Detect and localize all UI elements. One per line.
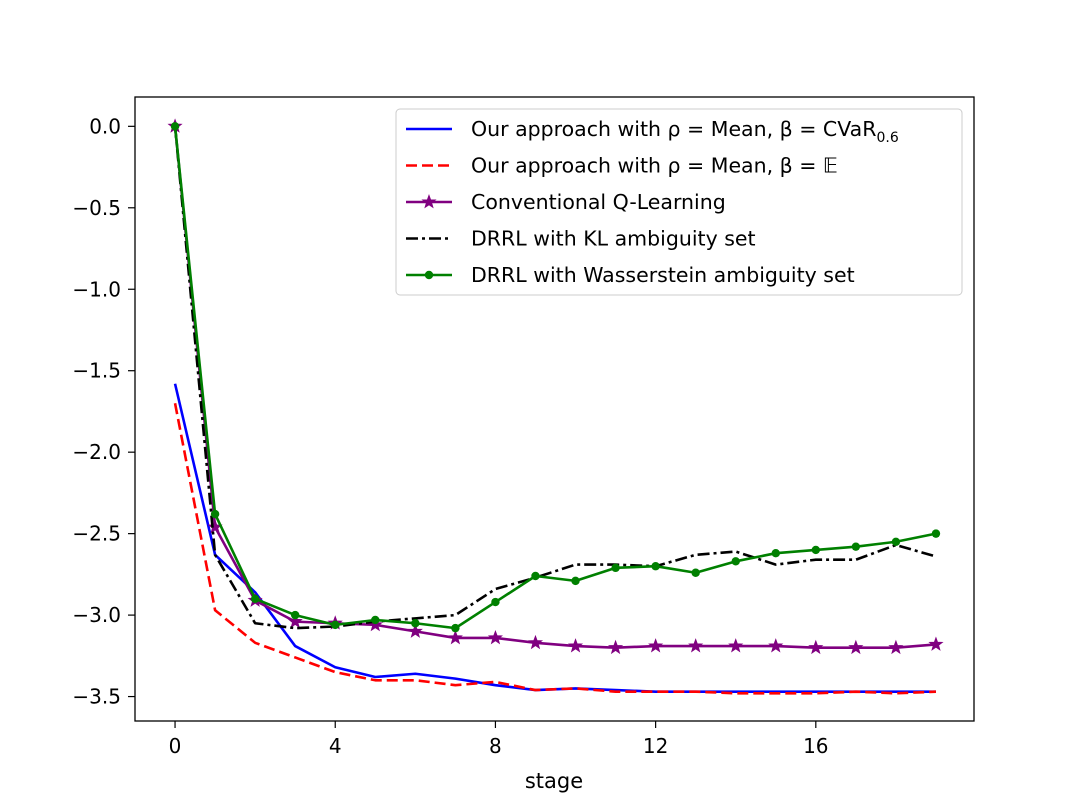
series-4 [173, 126, 937, 630]
data-point [250, 594, 260, 604]
data-point [931, 529, 941, 538]
legend-entry: DRRL with KL ambiguity set [406, 227, 756, 251]
plot-frame [134, 96, 975, 722]
legend-label: Our approach with ρ = Mean, β = 𝔼 [471, 154, 838, 178]
data-point [811, 545, 821, 555]
data-point [851, 542, 861, 551]
x-tick-label: 0 [169, 734, 182, 758]
x-axis-ticks: 0 4 8 12 16 [169, 721, 829, 758]
legend-label: DRRL with KL ambiguity set [471, 227, 756, 251]
x-tick-label: 4 [329, 734, 342, 758]
y-tick-label: −1.0 [72, 277, 121, 301]
data-point [527, 634, 544, 650]
legend-marker [421, 194, 437, 209]
y-tick-label: −1.5 [72, 359, 121, 383]
legend-entry: DRRL with Wasserstein ambiguity set [406, 263, 855, 287]
legend-box [395, 108, 963, 296]
legend: Our approach with ρ = Mean, β = CVaR0.6O… [395, 108, 963, 296]
data-point [648, 638, 664, 653]
data-point [487, 629, 503, 645]
data-point [808, 639, 824, 655]
data-point [571, 576, 580, 586]
data-point [688, 638, 704, 653]
series-layer [167, 118, 944, 695]
series-line [173, 403, 937, 695]
x-tick-label: 16 [803, 734, 828, 758]
data-point [491, 597, 500, 607]
y-tick-label: 0.0 [89, 114, 121, 138]
data-point [691, 568, 700, 577]
data-point [210, 509, 220, 519]
data-point [848, 639, 864, 655]
data-point [928, 636, 944, 651]
data-point [728, 638, 744, 653]
legend-entry: Our approach with ρ = Mean, β = 𝔼 [406, 154, 838, 178]
legend-subscript: 0.6 [877, 130, 899, 146]
series-line [173, 126, 937, 630]
y-tick-label: −3.0 [72, 603, 121, 627]
y-tick-label: −0.5 [72, 196, 121, 220]
series-line [173, 126, 937, 630]
data-point [731, 557, 740, 566]
series-2 [173, 403, 937, 695]
data-point [567, 638, 584, 653]
data-point [768, 638, 784, 653]
data-point [608, 639, 624, 655]
legend-label: Conventional Q-Learning [471, 190, 726, 214]
data-point [371, 615, 380, 625]
data-point [331, 620, 340, 630]
data-point [407, 623, 423, 638]
x-axis-label: stage [525, 769, 583, 793]
data-point [290, 610, 300, 620]
series-line [173, 126, 937, 649]
y-tick-label: −2.0 [72, 440, 121, 464]
data-point [531, 571, 540, 581]
data-point [451, 623, 460, 633]
legend-entry: Conventional Q-Learning [406, 190, 726, 214]
data-point [611, 563, 620, 573]
y-axis-ticks: 0.0 −0.5 −1.0 −1.5 −2.0 −2.5 −3.0 −3.5 [72, 114, 135, 709]
data-point [771, 548, 780, 558]
legend-marker [424, 270, 434, 280]
y-tick-label: −3.5 [72, 685, 121, 709]
data-point [411, 619, 420, 628]
data-point [447, 629, 463, 645]
data-point [891, 537, 901, 546]
legend-label: DRRL with Wasserstein ambiguity set [471, 263, 855, 287]
data-point [651, 562, 660, 571]
x-tick-label: 8 [489, 734, 502, 758]
data-point [287, 613, 303, 629]
data-point [170, 122, 180, 131]
data-point [888, 639, 904, 655]
y-tick-label: −2.5 [72, 522, 121, 546]
series-5 [170, 122, 941, 633]
x-tick-label: 12 [643, 734, 668, 758]
